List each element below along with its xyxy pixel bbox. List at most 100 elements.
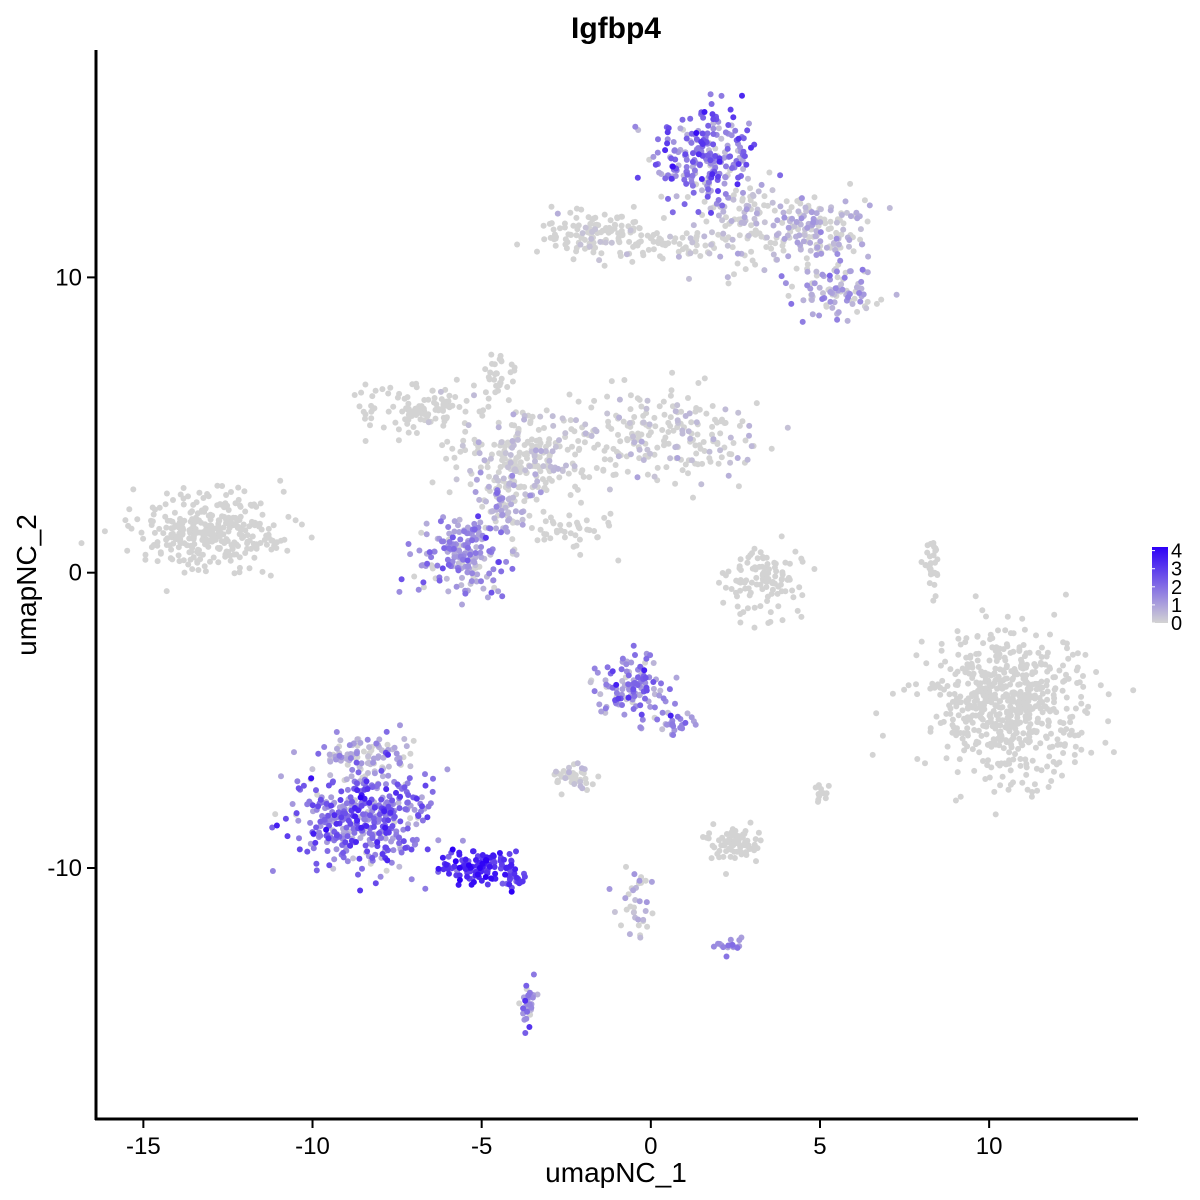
point-mid_lower_blob <box>484 594 491 601</box>
point-mid_right_arm <box>665 429 672 435</box>
point-far_right <box>959 707 966 714</box>
point-far_right <box>1102 739 1109 746</box>
point-far_left <box>142 551 149 558</box>
point-far_right <box>1045 784 1052 790</box>
point-mid_center <box>429 479 436 486</box>
point-lower_mid_top <box>597 691 604 698</box>
point-lower_mid_arm <box>682 719 689 726</box>
point-mid_right_arm <box>621 377 628 383</box>
point-far_left <box>219 483 226 489</box>
point-mid_lower_blob <box>438 538 445 545</box>
point-center_arc <box>785 574 792 581</box>
point-top_right_arm_right <box>807 247 814 254</box>
point-far_left <box>228 489 234 495</box>
point-lower_center_streak <box>618 922 624 929</box>
point-center_arc <box>778 588 785 595</box>
point-top_right_head <box>724 145 731 152</box>
point-mid_lower_blob <box>480 585 487 592</box>
point-center_arc <box>794 607 801 614</box>
point-far_right <box>1038 644 1045 651</box>
point-far_left <box>216 533 223 540</box>
point-far_right <box>1023 771 1030 778</box>
point-mid_center <box>581 439 588 446</box>
point-mid_right_arm <box>660 398 667 405</box>
point-mid_lower_blob <box>428 554 435 561</box>
point-lower_right_speck <box>734 944 741 951</box>
point-lower_left_big <box>419 817 426 824</box>
point-top_right_head <box>650 153 657 160</box>
point-lower_mid_top <box>673 674 680 681</box>
point-lower_left_top <box>373 740 380 747</box>
point-mid_upper_spur <box>507 369 514 376</box>
point-top_right_mid <box>701 233 708 240</box>
point-right_streak <box>926 565 933 572</box>
point-top_left_strip <box>607 217 614 224</box>
point-top_right_mid <box>750 193 757 199</box>
point-mid_right_arm <box>604 410 611 417</box>
point-mid_lower_blob <box>490 577 497 584</box>
point-top_right_tail <box>833 268 840 275</box>
point-far_right <box>1063 705 1070 712</box>
point-lower_left_big <box>337 797 344 803</box>
point-mid_upper_spur <box>486 376 493 383</box>
point-top_right_mid <box>686 275 692 282</box>
point-lower_left_big <box>296 835 302 842</box>
point-top_right_head <box>697 161 703 168</box>
point-top_right_arm_right <box>813 252 820 258</box>
point-top_right_mid <box>747 185 754 192</box>
point-top_right_head <box>693 136 700 143</box>
point-lower_left_big <box>404 780 411 787</box>
point-lower_mid_small <box>583 780 590 787</box>
point-top_right_mid <box>734 260 741 267</box>
point-lower_left_tail <box>464 873 471 880</box>
point-far_left <box>148 544 155 551</box>
point-lower_drip <box>516 1000 523 1007</box>
point-lower_mid_small <box>571 781 578 787</box>
point-mid_left_arm <box>360 408 367 415</box>
point-mid_right_arm <box>709 423 716 430</box>
point-lower_left_big <box>379 773 386 780</box>
point-top_right_mid <box>751 201 758 208</box>
x-axis-ticks: -15 -10 -5 0 5 10 <box>126 1119 1002 1160</box>
point-far_right <box>969 712 976 719</box>
point-mid_right_arm <box>667 392 674 399</box>
point-mid_right_arm <box>730 440 737 446</box>
point-far_right <box>1051 699 1057 706</box>
point-top_right_tail <box>839 286 846 293</box>
point-far_right <box>955 651 962 658</box>
point-far_left <box>186 549 193 556</box>
point-mid_stem <box>476 496 483 503</box>
point-lower_left_big <box>358 760 365 767</box>
point-top_right_arm_right <box>812 233 819 240</box>
point-mid_left_arm <box>445 398 452 405</box>
point-far_right <box>975 687 982 694</box>
point-mid_right_arm <box>699 460 706 467</box>
point-far_right <box>1059 772 1065 779</box>
point-far_right <box>957 793 964 800</box>
point-mid_right_arm <box>721 420 728 426</box>
point-far_left <box>207 558 213 565</box>
point-lower_center_blob <box>746 846 753 852</box>
point-top_right_tail <box>827 298 834 305</box>
point-far_left <box>138 529 145 536</box>
point-mid_center <box>586 474 593 481</box>
point-lower_left_big <box>382 835 389 842</box>
point-far_right <box>951 691 958 697</box>
point-top_right_head <box>689 158 696 165</box>
point-mid_right_arm <box>635 430 641 437</box>
point-lower_mid_top <box>619 702 625 708</box>
point-mid_right_arm <box>627 451 634 458</box>
point-mid_stem <box>512 508 519 515</box>
point-top_right_mid <box>758 181 765 188</box>
point-mid_stem <box>509 472 516 479</box>
point-top_right_head <box>668 175 675 182</box>
point-lower_left_big <box>396 805 403 812</box>
point-mid_stem <box>483 498 489 505</box>
point-top_right_head <box>721 154 728 161</box>
point-mid_upper_spur <box>498 358 505 365</box>
point-far_right <box>1056 759 1063 766</box>
point-lower_mid_small <box>553 768 559 775</box>
point-mid_lower_blob <box>458 582 465 589</box>
point-lower_center_blob <box>705 835 712 842</box>
point-lower_left_top <box>346 742 353 749</box>
